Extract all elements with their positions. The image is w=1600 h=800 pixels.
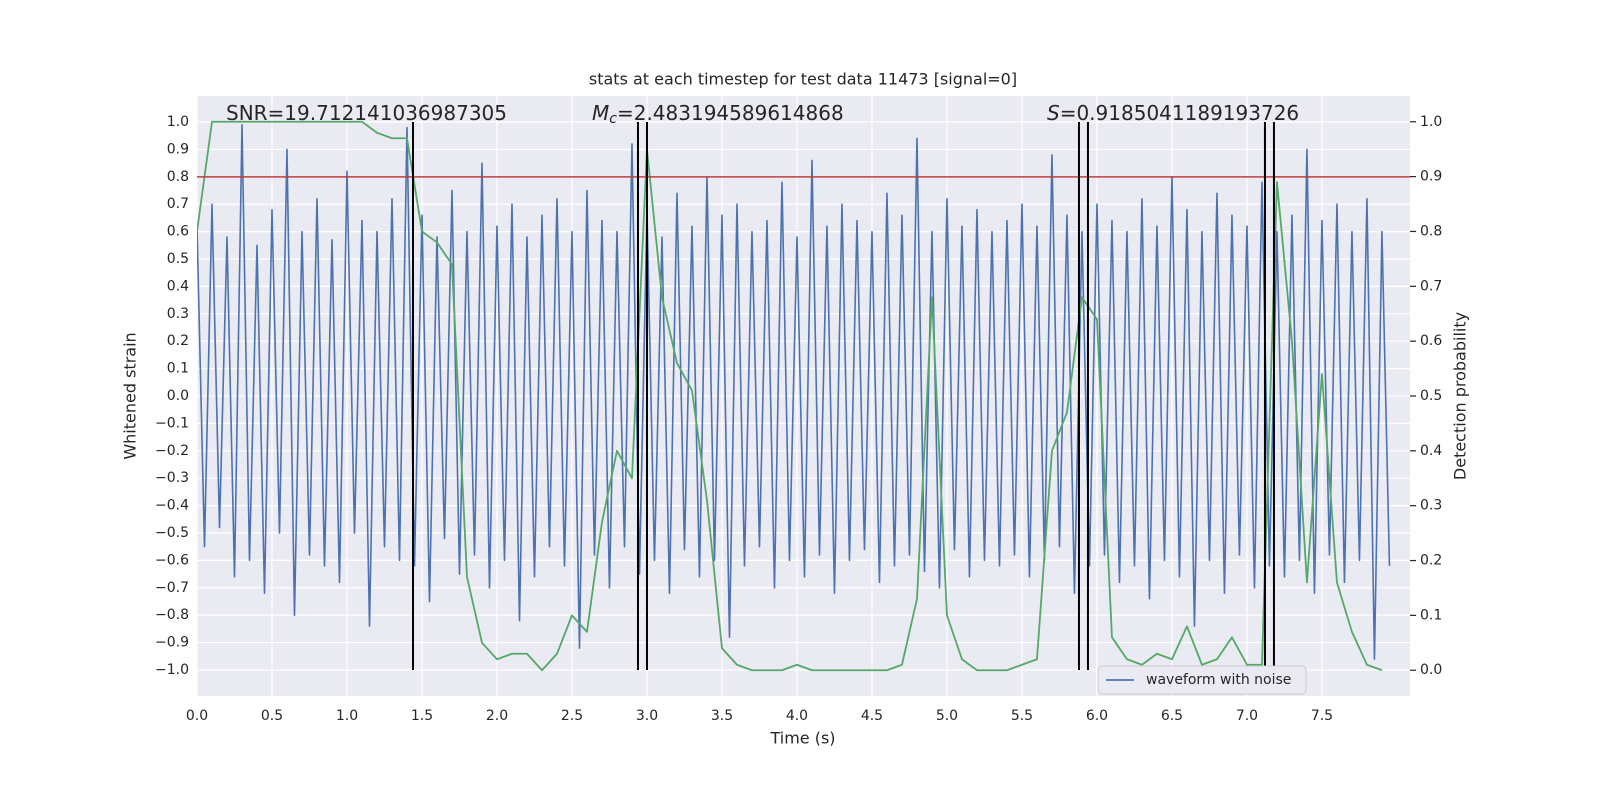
x-tick-label: 1.5 bbox=[411, 708, 433, 724]
chart-title: stats at each timestep for test data 114… bbox=[589, 70, 1017, 89]
y-tick-label: −0.2 bbox=[155, 443, 189, 459]
y-tick-label: −0.9 bbox=[155, 635, 189, 651]
y2-tick-label: 0.3 bbox=[1420, 498, 1442, 514]
x-tick-label: 7.0 bbox=[1236, 708, 1258, 724]
annotation-symbol: M bbox=[592, 101, 609, 125]
y2-tick-label: 0.2 bbox=[1420, 553, 1442, 569]
y2-tick-label: 0.5 bbox=[1420, 388, 1442, 404]
x-axis-label: Time (s) bbox=[769, 729, 835, 748]
y2-tick-label: 0.1 bbox=[1420, 607, 1442, 623]
x-tick-label: 3.0 bbox=[636, 708, 658, 724]
annotation-subscript: c bbox=[609, 111, 617, 127]
y-tick-label: −0.4 bbox=[155, 498, 189, 514]
x-tick-label: 2.0 bbox=[486, 708, 508, 724]
x-tick-label: 0.0 bbox=[186, 708, 208, 724]
y-axis-label: Whitened strain bbox=[121, 332, 140, 459]
annotation-text: SNR=19.712141036987305 bbox=[226, 101, 507, 125]
y-tick-label: 1.0 bbox=[167, 114, 189, 130]
y-tick-label: 0.7 bbox=[167, 196, 189, 212]
x-tick-label: 7.5 bbox=[1311, 708, 1333, 724]
y2-tick-label: 0.7 bbox=[1420, 278, 1442, 294]
x-tick-label: 3.5 bbox=[711, 708, 733, 724]
y2-tick-label: 0.9 bbox=[1420, 169, 1442, 185]
y-tick-label: −0.8 bbox=[155, 607, 189, 623]
annotation: SNR=19.712141036987305 bbox=[226, 101, 507, 125]
y-tick-label: 0.8 bbox=[167, 169, 189, 185]
y-tick-label: −1.0 bbox=[155, 662, 189, 678]
y-tick-label: 0.0 bbox=[167, 388, 189, 404]
annotation: S=0.9185041189193726 bbox=[1047, 101, 1299, 125]
x-tick-label: 1.0 bbox=[336, 708, 358, 724]
y-tick-label: −0.3 bbox=[155, 470, 189, 486]
y2-tick-label: 0.8 bbox=[1420, 223, 1442, 239]
waveform-line bbox=[197, 123, 1391, 660]
x-tick-label: 6.0 bbox=[1086, 708, 1108, 724]
x-tick-label: 4.5 bbox=[861, 708, 883, 724]
annotation-symbol: S bbox=[1047, 101, 1060, 125]
y2-tick-label: 0.6 bbox=[1420, 333, 1442, 349]
y-tick-label: 0.9 bbox=[167, 141, 189, 157]
y-tick-label: 0.5 bbox=[167, 251, 189, 267]
y2-axis-label: Detection probability bbox=[1451, 312, 1470, 480]
y-tick-label: 0.1 bbox=[167, 361, 189, 377]
y-tick-label: 0.4 bbox=[167, 278, 189, 294]
legend-label: waveform with noise bbox=[1146, 672, 1291, 688]
x-tick-label: 6.5 bbox=[1161, 708, 1183, 724]
y-tick-label: −0.1 bbox=[155, 415, 189, 431]
y2-tick-label: 1.0 bbox=[1420, 114, 1442, 130]
y-tick-label: −0.5 bbox=[155, 525, 189, 541]
y-tick-label: −0.7 bbox=[155, 580, 189, 596]
legend-box bbox=[1097, 665, 1307, 695]
x-tick-label: 2.5 bbox=[561, 708, 583, 724]
annotation: Mc=2.483194589614868 bbox=[592, 101, 844, 128]
y-tick-label: 0.2 bbox=[167, 333, 189, 349]
x-tick-label: 0.5 bbox=[261, 708, 283, 724]
y2-tick-label: 0.0 bbox=[1420, 662, 1442, 678]
y2-tick-label: 0.4 bbox=[1420, 443, 1442, 459]
annotation-text: =0.9185041189193726 bbox=[1060, 101, 1299, 125]
y-tick-label: 0.3 bbox=[167, 306, 189, 322]
y-tick-label: −0.6 bbox=[155, 552, 189, 568]
x-tick-label: 4.0 bbox=[786, 708, 808, 724]
y-tick-label: 0.6 bbox=[167, 224, 189, 240]
probability-line bbox=[197, 120, 1383, 672]
x-tick-label: 5.0 bbox=[936, 708, 958, 724]
x-tick-label: 5.5 bbox=[1011, 708, 1033, 724]
annotation-text: =2.483194589614868 bbox=[617, 101, 844, 125]
